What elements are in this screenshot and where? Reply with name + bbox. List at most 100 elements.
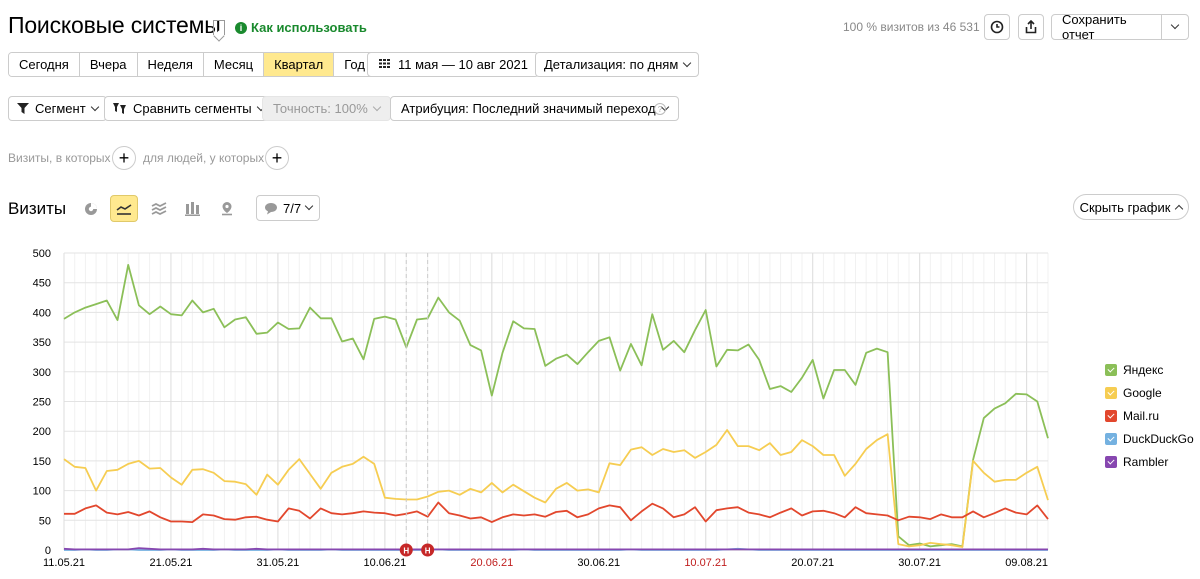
series-line-google[interactable] [63, 429, 1049, 548]
compare-segments-label: Сравнить сегменты [133, 101, 252, 116]
period-today[interactable]: Сегодня [9, 53, 80, 76]
series-count-dropdown[interactable]: 7/7 [256, 195, 321, 221]
chevron-up-icon [1175, 204, 1184, 213]
annotation-badge[interactable] [421, 543, 435, 557]
clock-icon [990, 20, 1004, 34]
chevron-down-icon [1170, 20, 1180, 30]
y-tick-label: 400 [33, 307, 51, 319]
legend-label: DuckDuckGo [1123, 431, 1194, 446]
history-button[interactable] [984, 14, 1010, 40]
y-tick-label: 0 [45, 545, 51, 557]
detail-label: Детализация: по дням [544, 57, 679, 72]
share-icon [1025, 20, 1037, 34]
series-line-mailru[interactable] [64, 501, 1049, 524]
series-line-yandex[interactable] [63, 263, 1049, 548]
x-tick-label: 20.07.21 [791, 557, 834, 569]
legend-item-yandex[interactable]: Яндекс [1105, 358, 1194, 381]
calendar-icon [379, 58, 390, 68]
y-axis: 0 50 100 150 200 250 300 350 400 450 500 [33, 248, 51, 557]
y-tick-label: 50 [39, 515, 51, 527]
period-year[interactable]: Год [334, 53, 375, 76]
how-to-use-label: Как использовать [251, 20, 367, 35]
x-tick-label: 20.06.21 [470, 557, 513, 569]
x-tick-label: 31.05.21 [256, 557, 299, 569]
chart-grid [63, 252, 1049, 551]
attribution-label: Атрибуция: Последний значимый переход [401, 101, 656, 116]
checkbox-icon[interactable] [1105, 386, 1117, 399]
comment-icon [265, 202, 277, 214]
map-button[interactable] [213, 195, 241, 222]
compare-segments-dropdown[interactable]: Сравнить сегменты [104, 96, 273, 121]
bookmark-icon[interactable] [213, 20, 225, 35]
annotation-label: Н [403, 547, 409, 556]
bar-chart-button[interactable] [179, 195, 207, 222]
line-chart-icon [116, 203, 132, 215]
x-tick-label: 30.06.21 [577, 557, 620, 569]
chart-legend: Яндекс Google Mail.ru DuckDuckGo Rambler [1105, 358, 1194, 473]
attribution-dropdown[interactable]: Атрибуция: Последний значимый переход [390, 96, 679, 121]
segment-dropdown[interactable]: Сегмент [8, 96, 107, 121]
plus-icon: + [271, 148, 283, 168]
chevron-down-icon [90, 102, 99, 111]
bar-chart-icon [185, 201, 200, 216]
annotation-label: Н [425, 547, 431, 556]
add-visit-condition-button[interactable]: + [112, 146, 136, 170]
date-range-button[interactable]: 11 мая — 10 авг 2021 [367, 52, 540, 77]
legend-item-rambler[interactable]: Rambler [1105, 450, 1194, 473]
y-tick-label: 500 [33, 248, 51, 260]
y-tick-label: 200 [33, 426, 51, 438]
legend-label: Яндекс [1123, 362, 1164, 377]
checkbox-icon[interactable] [1105, 363, 1117, 376]
y-tick-label: 100 [33, 486, 51, 498]
save-report-dropdown[interactable] [1162, 20, 1188, 30]
help-icon[interactable]: ? [654, 103, 666, 115]
y-tick-label: 250 [33, 397, 51, 409]
y-tick-label: 350 [33, 337, 51, 349]
legend-item-mailru[interactable]: Mail.ru [1105, 404, 1194, 427]
accuracy-dropdown[interactable]: Точность: 100% [262, 96, 391, 121]
legend-label: Mail.ru [1123, 408, 1160, 423]
chevron-down-icon [304, 201, 314, 211]
detail-dropdown[interactable]: Детализация: по дням [535, 52, 700, 77]
legend-item-duckduckgo[interactable]: DuckDuckGo [1105, 427, 1194, 450]
y-tick-label: 300 [33, 367, 51, 379]
share-button[interactable] [1018, 14, 1044, 40]
how-to-use-link[interactable]: i Как использовать [235, 20, 367, 35]
x-tick-label: 11.05.21 [43, 557, 85, 569]
y-tick-label: 150 [33, 456, 51, 468]
chart-title: Визиты [8, 199, 67, 218]
add-people-condition-button[interactable]: + [265, 146, 289, 170]
period-month[interactable]: Месяц [203, 53, 265, 76]
y-tick-label: 450 [33, 278, 51, 290]
pie-chart-button[interactable] [77, 195, 105, 222]
save-report-label: Сохранить отчет [1062, 12, 1127, 42]
legend-label: Rambler [1123, 454, 1169, 469]
period-week[interactable]: Неделя [137, 53, 204, 76]
date-range-label: 11 мая — 10 авг 2021 [398, 57, 529, 72]
period-selector: Сегодня Вчера Неделя Месяц Квартал Год [8, 52, 376, 77]
checkbox-icon[interactable] [1105, 409, 1117, 422]
annotation-badge[interactable] [399, 543, 413, 557]
plus-icon: + [118, 148, 130, 168]
hide-chart-button[interactable]: Скрыть график [1073, 194, 1189, 220]
legend-label: Google [1123, 385, 1162, 400]
checkbox-icon[interactable] [1105, 432, 1117, 445]
hide-chart-label: Скрыть график [1079, 199, 1171, 215]
line-chart-button[interactable] [110, 195, 138, 222]
filter-icon [17, 103, 29, 114]
accuracy-label: Точность: 100% [273, 101, 368, 116]
chevron-down-icon [683, 58, 692, 67]
compare-icon [113, 102, 126, 114]
save-report-button[interactable]: Сохранить отчет [1051, 12, 1189, 42]
x-tick-label: 21.05.21 [150, 557, 193, 569]
segment-label: Сегмент [35, 101, 86, 116]
area-chart-button[interactable] [145, 195, 173, 222]
legend-item-google[interactable]: Google [1105, 381, 1194, 404]
x-tick-label: 10.07.21 [684, 557, 727, 569]
series-line-rambler[interactable] [63, 547, 1048, 551]
series-count-label: 7/7 [283, 200, 302, 216]
period-yesterday[interactable]: Вчера [79, 53, 138, 76]
chart-series [63, 263, 1049, 551]
checkbox-icon[interactable] [1105, 455, 1117, 468]
period-quarter[interactable]: Квартал [264, 53, 335, 76]
